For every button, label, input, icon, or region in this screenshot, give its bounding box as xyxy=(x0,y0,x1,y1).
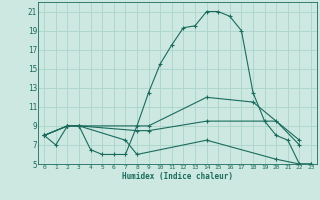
X-axis label: Humidex (Indice chaleur): Humidex (Indice chaleur) xyxy=(122,172,233,181)
